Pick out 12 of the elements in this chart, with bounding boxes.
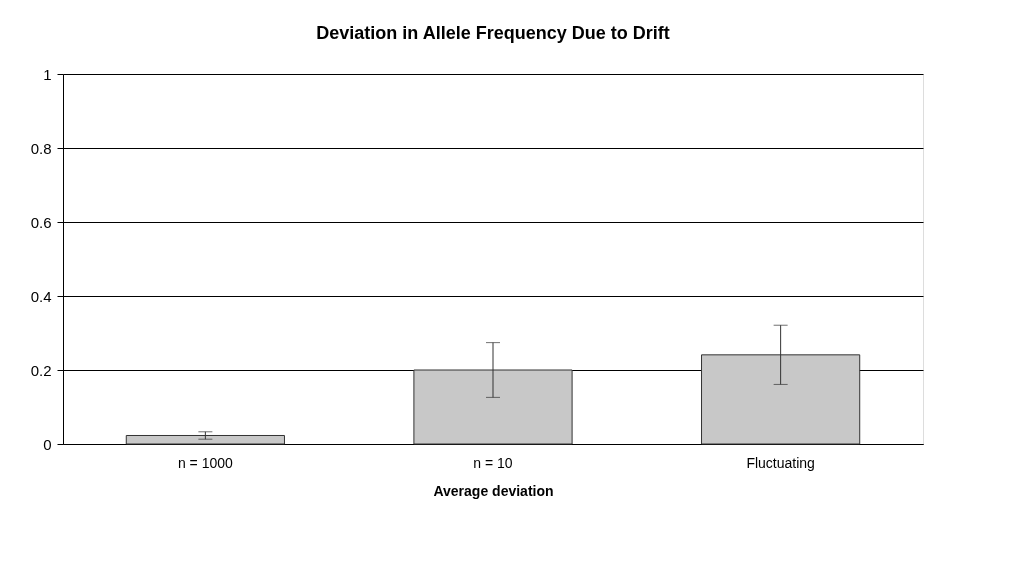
x-tick-label: n = 1000 (177, 454, 234, 471)
x-tick-label: Fluctuating (746, 454, 815, 471)
y-tick-label: 0.4 (30, 287, 52, 305)
y-tick-label: 0.8 (30, 139, 52, 157)
y-tick-label: 0.2 (30, 361, 52, 379)
y-tick-label: 0 (43, 435, 52, 453)
chart-title: Deviation in Allele Frequency Due to Drift (316, 23, 670, 43)
y-tick-label: 1 (43, 65, 52, 83)
x-axis-title: Average deviation (433, 482, 554, 499)
x-tick-label: n = 10 (473, 454, 513, 471)
y-tick-label: 0.6 (30, 213, 52, 231)
bar (125, 434, 285, 445)
